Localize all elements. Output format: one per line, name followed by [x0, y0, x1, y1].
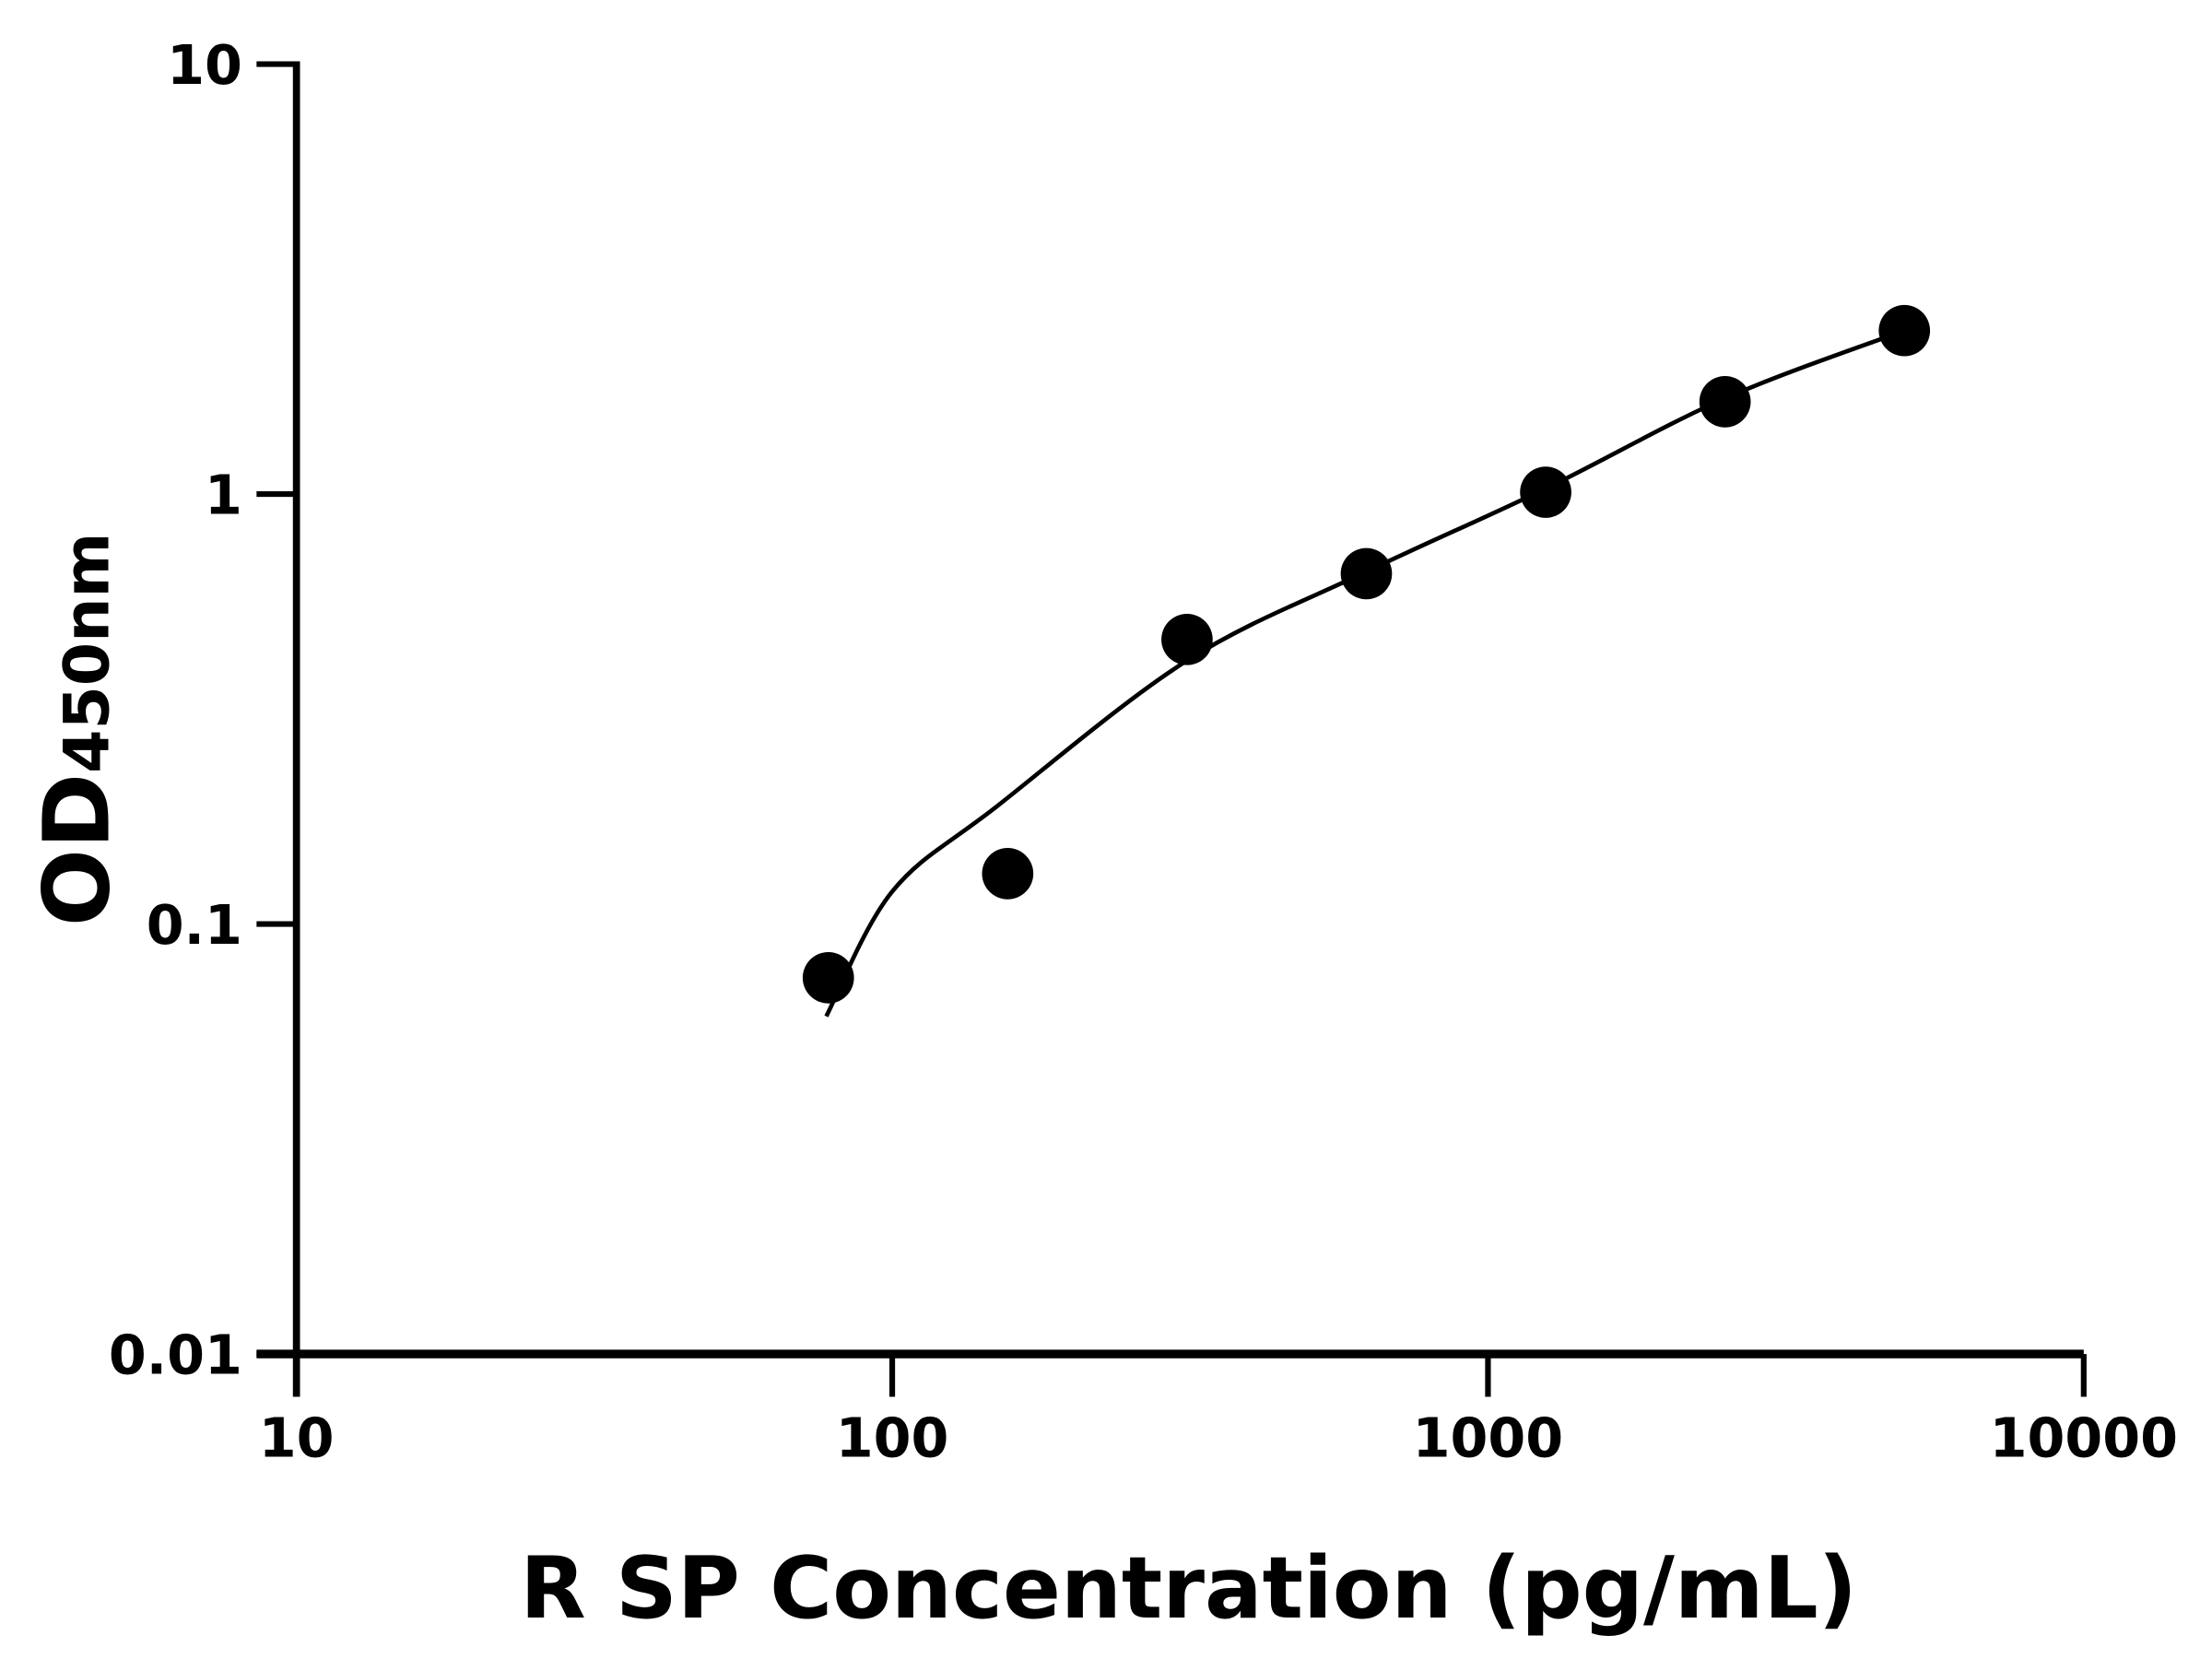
x-tick-label: 100: [836, 1406, 949, 1469]
y-axis-label-subscript: 450nm: [52, 533, 124, 773]
data-point: [1161, 614, 1213, 665]
data-point: [982, 848, 1034, 900]
y-tick-label: 1: [205, 464, 242, 527]
y-tick-label: 0.1: [147, 893, 242, 957]
data-points: [802, 304, 1931, 1004]
data-point: [1340, 547, 1393, 600]
data-point: [1699, 376, 1751, 428]
svg-text:OD450nm: OD450nm: [25, 533, 131, 927]
y-tick-label: 10: [167, 33, 242, 97]
x-tick-label: 10000: [1990, 1406, 2178, 1469]
data-point: [1520, 466, 1571, 518]
x-axis-label: R SP Concentration (pg/mL): [520, 1538, 1857, 1638]
data-point: [802, 952, 854, 1004]
y-axis-label: OD450nm: [25, 533, 131, 927]
data-point: [1878, 304, 1931, 357]
y-tick-label: 0.01: [109, 1324, 242, 1387]
x-tick-label: 1000: [1413, 1406, 1564, 1469]
x-tick-label: 10: [259, 1406, 335, 1469]
axes: 10 100 1000 10000 0.01 0.1 1 10: [109, 33, 2178, 1469]
fit-curve: [824, 328, 1906, 1018]
y-axis-label-main: OD: [25, 773, 131, 926]
